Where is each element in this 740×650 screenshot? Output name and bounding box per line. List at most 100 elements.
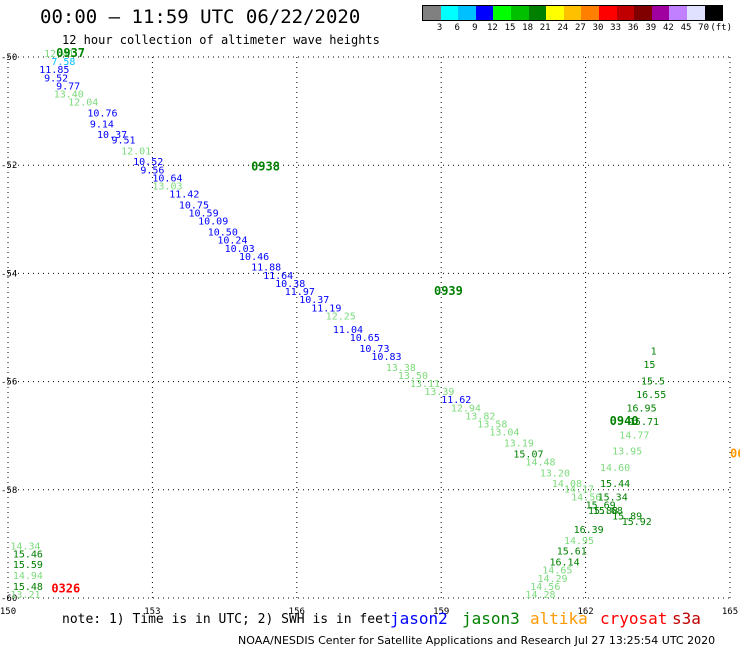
legend-label: 21 — [539, 23, 551, 33]
legend-label: 9 — [472, 23, 478, 33]
wave-height-value: 15.34 — [598, 493, 628, 504]
wave-height-value: 14.08 — [552, 479, 582, 490]
wave-height-value: 15.07 — [513, 449, 543, 460]
wave-height-value: 10.83 — [371, 352, 401, 363]
legend-label: 15 — [504, 23, 516, 33]
wave-height-value: 10.03 — [225, 244, 255, 255]
wave-height-value: 11.19 — [311, 303, 341, 314]
legend-label: 33 — [610, 23, 622, 33]
wave-height-value: 15.69 — [586, 501, 616, 512]
wave-height-value: 15.46 — [13, 549, 43, 560]
legend-swatch — [634, 6, 652, 20]
wave-height-value: 16.14 — [550, 558, 580, 569]
wave-height-value: 10.46 — [239, 252, 269, 263]
legend-label: 45 — [680, 23, 692, 33]
satellite-label-jason3: jason3 — [462, 609, 520, 628]
wave-height-value: 14.34 — [10, 541, 40, 552]
legend-swatch — [686, 6, 705, 20]
legend-swatch — [528, 6, 547, 20]
lat-tick-label: -52 — [1, 161, 17, 171]
wave-height-value: 13.20 — [540, 468, 570, 479]
wave-height-value: 16.95 — [627, 403, 657, 414]
wave-height-value: 11.62 — [441, 395, 471, 406]
wave-height-value: 9.14 — [90, 119, 114, 130]
wave-height-value: 15.89 — [612, 512, 642, 523]
wave-height-value: 9.52 — [44, 73, 68, 84]
wave-height-value: 14.77 — [619, 430, 649, 441]
wave-height-value: 9.77 — [56, 81, 80, 92]
wave-height-value: 10.37 — [97, 130, 127, 141]
legend-label: 18 — [522, 23, 534, 33]
wave-height-value: 14.56 — [530, 582, 560, 593]
wave-height-value: 13.19 — [504, 439, 534, 450]
legend-swatch — [493, 6, 511, 20]
wave-height-value: 15.92 — [622, 517, 652, 528]
lon-tick-label: 156 — [289, 607, 305, 617]
wave-height-value: 10.75 — [179, 200, 209, 211]
legend-swatch — [616, 6, 635, 20]
pass-time-label: 060 — [730, 446, 740, 460]
color-legend: 3 6 9 12 15 18 21 24 27 30 33 36 39 42 45 70 (ft) — [422, 5, 732, 33]
legend-label: 70 — [698, 23, 710, 33]
lon-tick-label: 162 — [577, 607, 593, 617]
altimeter-track: 12.417.5811.859.529.7713.4012.0410.769.1… — [10, 49, 666, 601]
wave-height-value: 13.04 — [489, 428, 519, 439]
legend-swatch — [546, 6, 564, 20]
wave-height-value: 14.95 — [564, 536, 594, 547]
legend-swatch — [475, 6, 494, 20]
wave-height-value: 15.44 — [600, 479, 630, 490]
wave-height-value: 10.09 — [198, 217, 228, 228]
legend-label: 39 — [645, 23, 657, 33]
wave-height-value: 11.64 — [263, 271, 293, 282]
legend-swatch — [581, 6, 599, 20]
legend-label: 36 — [627, 23, 639, 33]
wave-height-value: 13.03 — [152, 182, 182, 193]
wave-height-value: 15.68 — [593, 506, 623, 517]
wave-height-value: 12.25 — [326, 311, 356, 322]
wave-height-value: 14.60 — [600, 463, 630, 474]
legend-label: 27 — [574, 23, 586, 33]
legend-swatch — [440, 6, 459, 20]
wave-height-value: 13.38 — [386, 363, 416, 374]
wave-height-value: 12.41 — [44, 49, 74, 60]
legend-swatch — [458, 6, 476, 20]
wave-height-value: 15.61 — [557, 547, 587, 558]
wave-height-value: 14.29 — [537, 574, 567, 585]
legend-swatch — [423, 6, 441, 20]
legend-label: 30 — [592, 23, 604, 33]
wave-height-value: 10.38 — [275, 279, 305, 290]
legend-swatch — [669, 6, 687, 20]
wave-height-value: 12.94 — [451, 403, 481, 414]
wave-height-value: 15.5 — [641, 376, 665, 387]
pass-time-label: 0940 — [610, 414, 639, 428]
lat-tick-label: -54 — [1, 269, 17, 279]
legend-label: 42 — [662, 23, 674, 33]
wave-height-value: 10.64 — [152, 173, 182, 184]
wave-height-value: 13.50 — [398, 371, 428, 382]
wave-height-value: 10.50 — [208, 228, 238, 239]
wave-height-value: 11.04 — [333, 325, 363, 336]
wave-height-value: 11.42 — [169, 190, 199, 201]
wave-height-value: 10.24 — [217, 236, 247, 247]
lon-tick-label: 153 — [144, 607, 160, 617]
map-title: 00:00 – 11:59 UTC 06/22/2020 — [40, 6, 361, 28]
legend-swatches — [422, 5, 724, 21]
wave-height-value: 13.95 — [612, 447, 642, 458]
lat-tick-label: -56 — [1, 378, 17, 388]
satellite-label-s3a: s3a — [672, 609, 701, 628]
lat-tick-label: -58 — [1, 486, 17, 496]
wave-height-value: 16.39 — [574, 525, 604, 536]
wave-height-value: 10.59 — [189, 209, 219, 220]
legend-swatch — [598, 6, 617, 20]
legend-label: 12 — [486, 23, 498, 33]
wave-height-value: 14.56 — [571, 493, 601, 504]
wave-height-value: 10.76 — [87, 109, 117, 120]
wave-height-value: 13.39 — [424, 387, 454, 398]
wave-height-value: 11.97 — [285, 287, 315, 298]
wave-height-value: 10.37 — [299, 295, 329, 306]
wave-height-value: 11.88 — [251, 263, 281, 274]
lon-tick-label: 159 — [433, 607, 449, 617]
wave-height-value: 15.59 — [13, 560, 43, 571]
satellite-label-altika: altika — [530, 609, 588, 628]
